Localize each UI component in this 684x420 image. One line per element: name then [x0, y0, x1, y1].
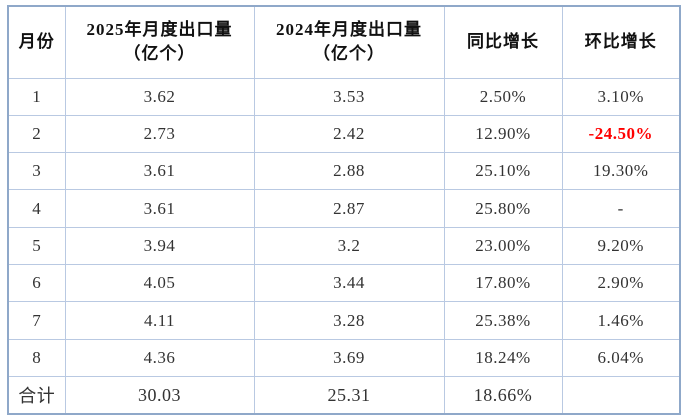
- cell-mom: [561, 376, 681, 415]
- cell-v2024: 2.88: [253, 152, 445, 191]
- table-row: 1 3.62 3.53 2.50% 3.10%: [7, 77, 681, 116]
- cell-month: 4: [7, 189, 66, 228]
- cell-v2025: 3.62: [64, 77, 255, 116]
- cell-v2025: 4.11: [64, 301, 255, 340]
- cell-month: 7: [7, 301, 66, 340]
- cell-mom: 19.30%: [561, 152, 681, 191]
- table-header: 月份 2025年月度出口量 （亿个） 2024年月度出口量 （亿个） 同比增长 环比增长: [7, 5, 681, 79]
- cell-mom: -: [561, 189, 681, 228]
- cell-v2025: 4.36: [64, 338, 255, 378]
- cell-month: 合计: [7, 376, 66, 415]
- cell-yoy: 25.38%: [443, 301, 563, 340]
- export-data-table-container: 月份 2025年月度出口量 （亿个） 2024年月度出口量 （亿个） 同比增长 环比增长…: [7, 5, 681, 415]
- table-row-total: 合计 30.03 25.31 18.66%: [7, 376, 681, 415]
- table-row: 2 2.73 2.42 12.90% -24.50%: [7, 114, 681, 154]
- column-header-yoy: 同比增长: [443, 5, 563, 79]
- column-header-v2025: 2025年月度出口量 （亿个）: [64, 5, 255, 79]
- cell-v2024: 2.42: [253, 114, 445, 154]
- table-row: 8 4.36 3.69 18.24% 6.04%: [7, 338, 681, 378]
- cell-v2024: 3.44: [253, 264, 445, 303]
- cell-mom: 1.46%: [561, 301, 681, 340]
- cell-v2025: 30.03: [64, 376, 255, 415]
- cell-mom: -24.50%: [561, 114, 681, 154]
- cell-month: 2: [7, 114, 66, 154]
- cell-v2024: 3.2: [253, 226, 445, 266]
- column-header-mom: 环比增长: [561, 5, 681, 79]
- cell-yoy: 17.80%: [443, 264, 563, 303]
- cell-v2025: 4.05: [64, 264, 255, 303]
- cell-mom: 9.20%: [561, 226, 681, 266]
- table-row: 3 3.61 2.88 25.10% 19.30%: [7, 152, 681, 191]
- export-data-table: 月份 2025年月度出口量 （亿个） 2024年月度出口量 （亿个） 同比增长 环比增长…: [7, 5, 681, 415]
- table-row: 6 4.05 3.44 17.80% 2.90%: [7, 264, 681, 303]
- cell-yoy: 12.90%: [443, 114, 563, 154]
- cell-mom: 3.10%: [561, 77, 681, 116]
- cell-yoy: 18.66%: [443, 376, 563, 415]
- cell-v2024: 2.87: [253, 189, 445, 228]
- cell-yoy: 23.00%: [443, 226, 563, 266]
- cell-month: 3: [7, 152, 66, 191]
- cell-v2024: 3.69: [253, 338, 445, 378]
- cell-month: 1: [7, 77, 66, 116]
- cell-yoy: 18.24%: [443, 338, 563, 378]
- cell-mom: 6.04%: [561, 338, 681, 378]
- cell-yoy: 25.80%: [443, 189, 563, 228]
- cell-mom: 2.90%: [561, 264, 681, 303]
- cell-yoy: 25.10%: [443, 152, 563, 191]
- cell-month: 6: [7, 264, 66, 303]
- table-row: 4 3.61 2.87 25.80% -: [7, 189, 681, 228]
- column-header-month: 月份: [7, 5, 66, 79]
- cell-month: 8: [7, 338, 66, 378]
- cell-v2025: 3.94: [64, 226, 255, 266]
- table-row: 7 4.11 3.28 25.38% 1.46%: [7, 301, 681, 340]
- table-row: 5 3.94 3.2 23.00% 9.20%: [7, 226, 681, 266]
- cell-v2025: 3.61: [64, 189, 255, 228]
- cell-v2025: 3.61: [64, 152, 255, 191]
- table-body: 1 3.62 3.53 2.50% 3.10% 2 2.73 2.42 12.90% -24.50…: [7, 77, 681, 415]
- cell-yoy: 2.50%: [443, 77, 563, 116]
- cell-month: 5: [7, 226, 66, 266]
- header-row: 月份 2025年月度出口量 （亿个） 2024年月度出口量 （亿个） 同比增长 环比增长: [7, 5, 681, 79]
- cell-v2024: 25.31: [253, 376, 445, 415]
- cell-v2025: 2.73: [64, 114, 255, 154]
- cell-v2024: 3.28: [253, 301, 445, 340]
- column-header-v2024: 2024年月度出口量 （亿个）: [253, 5, 445, 79]
- cell-v2024: 3.53: [253, 77, 445, 116]
